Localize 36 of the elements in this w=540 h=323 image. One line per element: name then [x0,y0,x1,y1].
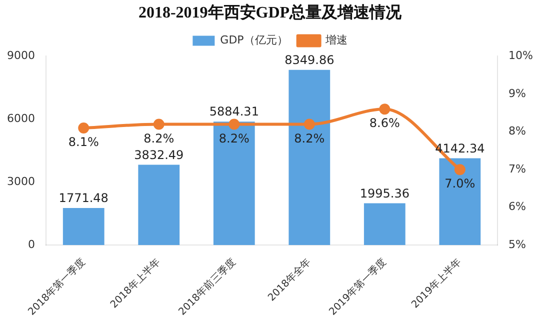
legend-label: 增速 [324,34,348,47]
bar [62,208,104,246]
chart-title: 2018-2019年西安GDP总量及增速情况 [138,2,403,22]
y2-tick-label: 10% [508,49,534,62]
point [379,104,390,115]
data-label: 1771.48 [58,191,108,206]
y2-tick-label: 7% [508,162,526,176]
data-label: 5884.31 [209,104,259,119]
bar [364,203,406,246]
bar [439,158,481,246]
data-label: 8.6% [369,116,400,130]
y-tick-label: 3000 [6,175,35,188]
data-label: 8.2% [218,131,250,146]
y2-tick-label: 5% [508,238,526,252]
bar [213,122,255,246]
bar [138,164,180,246]
legend-label: GDP（亿元） [220,34,288,47]
point [304,118,315,130]
point [78,122,90,134]
point [454,164,466,176]
y2-tick-label: 8% [508,124,526,138]
y2-tick-label: 9% [508,86,526,100]
point [153,118,164,130]
data-label: 1995.36 [360,186,410,200]
data-label: 3832.49 [134,148,184,162]
point [228,118,240,130]
y2-tick-label: 6% [508,200,526,214]
data-label: 8.2% [294,131,325,146]
y-tick-label: 6000 [6,112,35,126]
bar [288,70,330,246]
data-label: 7.0% [444,176,476,191]
data-label: 8.2% [144,131,174,146]
data-label: 8349.86 [284,52,334,67]
y-tick-label: 9000 [6,49,35,62]
y-tick-label: 0 [28,238,35,252]
data-label: 8.1% [68,135,99,150]
